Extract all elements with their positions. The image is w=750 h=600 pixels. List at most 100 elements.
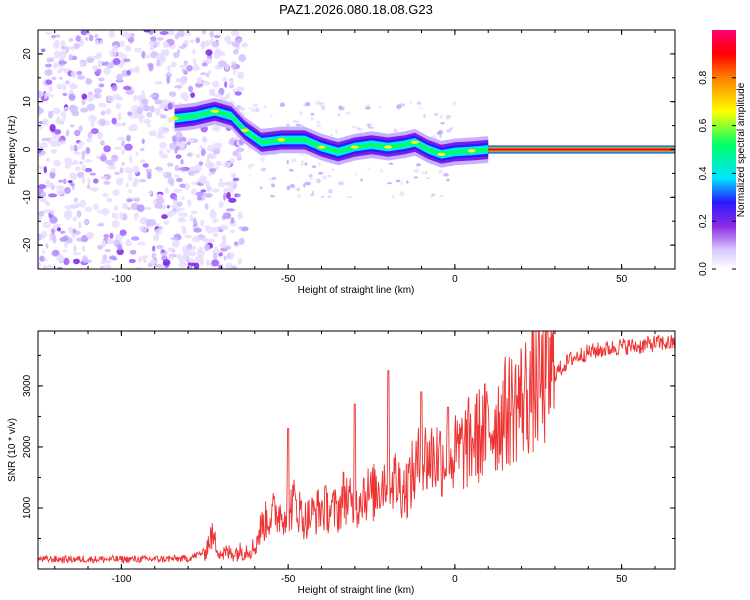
x-tick-label: 50: [616, 274, 628, 285]
noise-blob: [49, 124, 56, 132]
noise-blob: [45, 157, 51, 162]
noise-blob: [109, 49, 117, 58]
noise-blob: [151, 252, 157, 260]
noise-blob: [236, 86, 245, 92]
noise-blob: [201, 237, 209, 242]
noise-blob: [238, 237, 245, 245]
noise-blob: [200, 72, 207, 76]
noise-blob: [70, 70, 77, 78]
noise-blob: [69, 82, 76, 90]
noise-blob: [41, 137, 51, 142]
noise-blob: [206, 226, 215, 234]
noise-blob: [380, 168, 383, 174]
noise-blob: [300, 163, 304, 166]
noise-blob: [192, 49, 196, 54]
noise-blob: [259, 186, 263, 189]
noise-blob: [64, 205, 73, 210]
noise-blob: [185, 31, 192, 36]
noise-blob: [81, 244, 86, 253]
noise-blob: [113, 205, 118, 211]
ridge-point: [317, 145, 326, 149]
noise-blob: [200, 40, 206, 49]
noise-blob: [176, 145, 180, 151]
noise-blob: [150, 36, 157, 42]
noise-blob: [437, 169, 443, 174]
noise-blob: [218, 87, 225, 96]
flat-tone-core: [488, 148, 675, 151]
noise-blob: [68, 38, 74, 42]
noise-blob: [354, 172, 357, 177]
noise-blob: [424, 171, 428, 175]
noise-blob: [119, 229, 127, 236]
noise-blob: [54, 129, 62, 135]
noise-blob: [212, 188, 220, 193]
noise-blob: [98, 68, 102, 74]
noise-blob: [195, 154, 201, 158]
noise-blob: [209, 211, 217, 219]
noise-blob: [100, 260, 106, 265]
noise-blob: [236, 38, 243, 43]
noise-blob: [199, 178, 207, 184]
x-tick-label: 0: [452, 574, 458, 585]
noise-blob: [56, 188, 65, 196]
noise-blob: [218, 142, 222, 150]
noise-blob: [202, 136, 208, 143]
noise-blob: [116, 73, 123, 82]
spectrogram-plot-area: [38, 30, 675, 269]
noise-blob: [187, 243, 193, 250]
noise-blob: [207, 153, 217, 160]
noise-blob: [167, 102, 173, 110]
noise-blob: [168, 91, 177, 97]
noise-blob: [388, 162, 394, 165]
noise-blob: [86, 184, 91, 189]
noise-blob: [47, 110, 54, 119]
noise-blob: [52, 236, 57, 244]
noise-blob: [183, 39, 189, 45]
noise-blob: [301, 160, 304, 164]
noise-blob: [179, 64, 186, 68]
noise-blob: [42, 266, 49, 269]
noise-blob: [124, 143, 133, 151]
noise-blob: [84, 159, 93, 163]
noise-blob: [98, 102, 105, 108]
noise-blob: [310, 116, 315, 121]
noise-blob: [183, 60, 188, 66]
noise-blob: [286, 185, 291, 191]
noise-blob: [114, 171, 120, 175]
noise-blob: [53, 50, 61, 59]
ridge-point: [437, 152, 446, 156]
noise-blob: [62, 92, 68, 97]
noise-blob: [60, 45, 67, 50]
noise-blob: [38, 90, 42, 98]
noise-blob: [268, 178, 274, 181]
noise-blob: [175, 131, 183, 140]
noise-blob: [308, 173, 313, 178]
noise-blob: [187, 261, 196, 267]
noise-blob: [321, 106, 326, 111]
noise-blob: [60, 39, 66, 48]
noise-blob: [263, 105, 267, 109]
noise-blob: [133, 165, 140, 174]
noise-blob: [38, 233, 42, 241]
noise-blob: [169, 142, 178, 150]
noise-blob: [189, 251, 197, 257]
noise-blob: [103, 264, 111, 269]
noise-blob: [327, 189, 333, 194]
noise-blob: [60, 110, 67, 118]
noise-blob: [116, 177, 124, 181]
noise-blob: [204, 40, 211, 47]
noise-blob: [65, 129, 70, 137]
noise-blob: [195, 37, 200, 44]
noise-blob: [250, 108, 256, 113]
noise-blob: [94, 34, 99, 39]
noise-blob: [64, 187, 71, 194]
noise-blob: [178, 212, 183, 217]
noise-blob: [41, 197, 47, 203]
noise-blob: [74, 197, 78, 203]
noise-blob: [233, 49, 239, 55]
noise-blob: [156, 37, 164, 41]
noise-blob: [72, 228, 77, 234]
noise-blob: [421, 171, 425, 175]
noise-blob: [147, 219, 156, 226]
